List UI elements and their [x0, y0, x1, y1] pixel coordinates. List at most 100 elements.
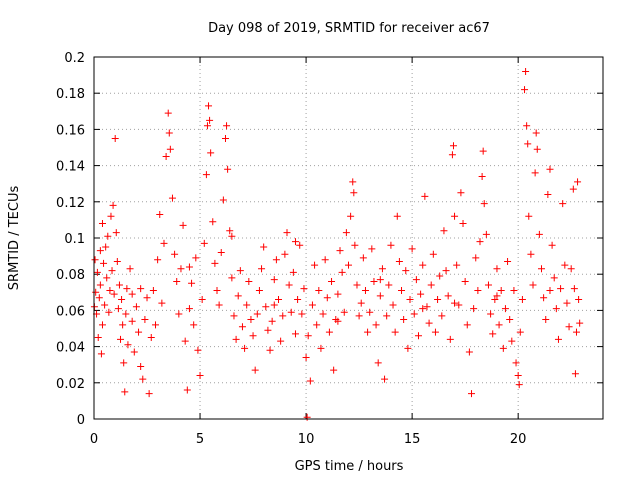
data-point [364, 328, 372, 336]
data-point [449, 142, 457, 150]
data-point [113, 258, 121, 266]
data-point [123, 285, 131, 293]
data-point [419, 261, 427, 269]
data-point [232, 335, 240, 343]
y-tick-label: 0.12 [56, 196, 85, 211]
data-point [506, 315, 514, 323]
chart-title: Day 098 of 2019, SRMTID for receiver ac6… [208, 21, 490, 36]
data-point [128, 290, 136, 298]
data-point [417, 290, 425, 298]
data-point [472, 254, 480, 262]
data-point [563, 299, 571, 307]
x-tick-label: 10 [298, 432, 315, 447]
data-point [260, 243, 268, 251]
data-point [372, 321, 380, 329]
data-point [540, 294, 548, 302]
data-point [493, 292, 501, 300]
data-point [98, 321, 106, 329]
data-point [101, 301, 109, 309]
data-point [574, 178, 582, 186]
data-point [219, 196, 227, 204]
data-point [514, 372, 522, 380]
data-point [124, 341, 132, 349]
data-point [535, 230, 543, 238]
data-point [108, 267, 116, 275]
data-point [92, 288, 100, 296]
data-point [402, 267, 410, 275]
data-point [164, 109, 172, 117]
data-point [117, 335, 125, 343]
data-point [518, 296, 526, 304]
data-point [376, 292, 384, 300]
data-point [325, 328, 333, 336]
data-point [395, 258, 403, 266]
data-point [359, 254, 367, 262]
data-point [487, 310, 495, 318]
data-point [470, 305, 478, 313]
data-point [398, 286, 406, 294]
data-point [192, 254, 200, 262]
data-point [334, 290, 342, 298]
data-point [529, 281, 537, 289]
x-tick-label: 15 [404, 432, 421, 447]
data-point [453, 261, 461, 269]
data-point [109, 201, 117, 209]
data-point [181, 337, 189, 345]
data-point [118, 296, 126, 304]
data-point [342, 229, 350, 237]
data-point [158, 299, 166, 307]
data-point [175, 310, 183, 318]
data-point [249, 332, 257, 340]
data-point [516, 328, 524, 336]
x-tick-label: 5 [196, 432, 204, 447]
data-point [203, 122, 211, 130]
data-point [482, 230, 490, 238]
data-point [202, 171, 210, 179]
data-point [340, 308, 348, 316]
data-point [213, 286, 221, 294]
data-point [565, 323, 573, 331]
data-point [493, 265, 501, 273]
data-point [427, 281, 435, 289]
data-point [287, 308, 295, 316]
data-point [255, 286, 263, 294]
data-point [168, 194, 176, 202]
data-point [194, 346, 202, 354]
data-point [230, 312, 238, 320]
data-point [110, 290, 118, 298]
data-point [135, 328, 143, 336]
data-point [546, 165, 554, 173]
data-point [120, 359, 128, 367]
data-point [353, 281, 361, 289]
data-point [154, 256, 162, 264]
data-point [294, 296, 302, 304]
data-point [217, 248, 225, 256]
data-point [328, 277, 336, 285]
data-point [289, 268, 297, 276]
data-point [98, 220, 106, 228]
data-point [440, 227, 448, 235]
data-point [575, 296, 583, 304]
data-point [245, 277, 253, 285]
data-point [495, 321, 503, 329]
data-point [132, 303, 140, 311]
data-point [211, 259, 219, 267]
data-point [345, 261, 352, 269]
data-point [393, 212, 401, 220]
data-point [546, 286, 554, 294]
data-point [238, 323, 246, 331]
data-point [145, 390, 153, 398]
data-point [122, 310, 130, 318]
data-point [303, 413, 311, 421]
data-point [96, 247, 104, 255]
data-point [311, 261, 319, 269]
data-point [429, 250, 437, 258]
data-point [461, 277, 469, 285]
data-point [115, 281, 123, 289]
data-point [91, 256, 99, 264]
data-point [378, 265, 386, 273]
data-point [355, 312, 363, 320]
data-point [95, 294, 103, 302]
data-point [404, 344, 412, 352]
data-point [221, 134, 229, 142]
